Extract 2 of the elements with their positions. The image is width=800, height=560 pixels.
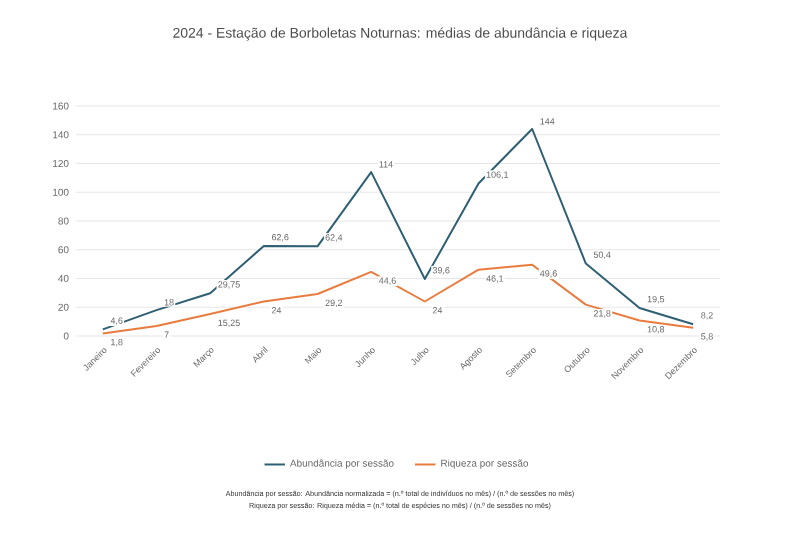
line-series	[101, 263, 695, 335]
line-series	[101, 128, 695, 331]
